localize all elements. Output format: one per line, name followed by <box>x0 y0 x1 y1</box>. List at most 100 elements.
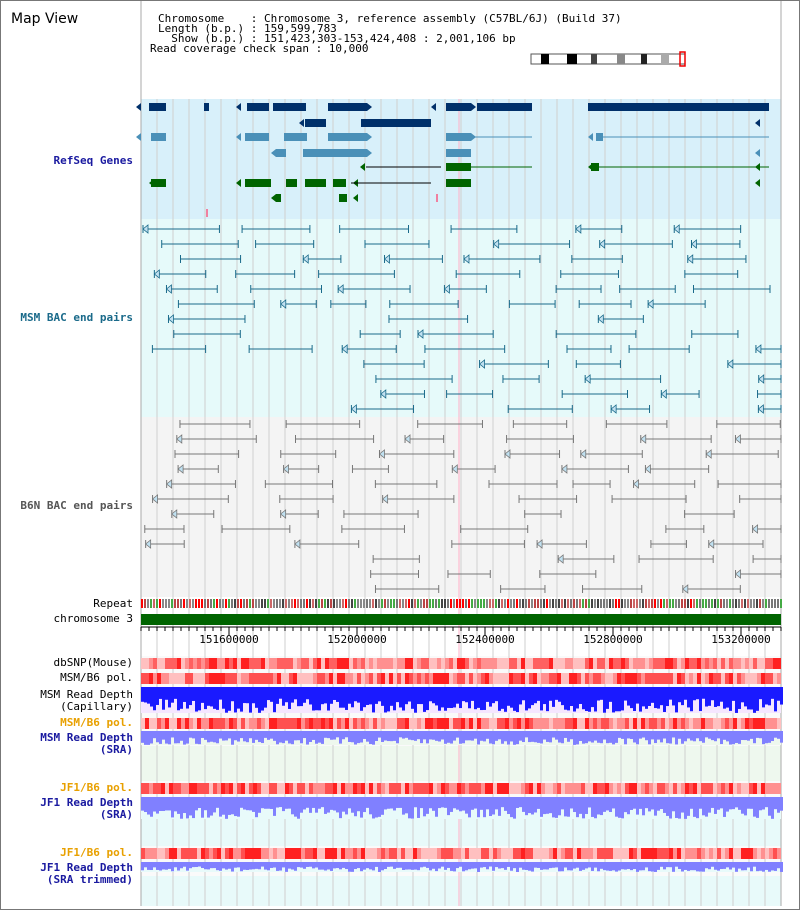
snp-density-cell <box>401 783 405 794</box>
track-label-refseq[interactable]: RefSeq Genes <box>53 154 133 167</box>
bac-end-arrow <box>705 449 712 459</box>
read-depth-bar <box>561 797 564 810</box>
read-depth-bar <box>294 687 297 700</box>
repeat-element <box>567 599 569 608</box>
snp-density-cell <box>233 783 237 794</box>
ideogram-band <box>567 54 577 64</box>
repeat-element <box>210 599 212 608</box>
read-depth-bar <box>432 797 435 811</box>
snp-density-cell <box>249 848 253 859</box>
snp-density-cell <box>729 718 733 729</box>
snp-density-cell <box>369 673 373 684</box>
snp-density-cell <box>245 673 249 684</box>
snp-density-cell <box>261 658 265 669</box>
read-depth-bar <box>696 862 699 872</box>
read-depth-bar <box>435 862 438 872</box>
snp-density-cell <box>565 718 569 729</box>
read-depth-bar <box>774 797 777 810</box>
repeat-element <box>543 599 545 608</box>
snp-density-cell <box>529 718 533 729</box>
snp-density-cell <box>189 783 193 794</box>
read-depth-bar <box>387 731 390 742</box>
read-depth-bar <box>480 862 483 868</box>
snp-density-cell <box>241 658 245 669</box>
snp-density-cell <box>437 658 441 669</box>
snp-density-cell <box>253 673 257 684</box>
snp-density-cell <box>505 848 509 859</box>
read-depth-bar <box>528 862 531 871</box>
read-depth-bar <box>627 687 630 706</box>
track-label-b6n-bac[interactable]: B6N BAC end pairs <box>20 499 133 512</box>
track-label-repeat: Repeat <box>93 597 133 610</box>
snp-density-cell <box>309 848 313 859</box>
repeat-element <box>171 599 173 608</box>
snp-density-cell <box>561 718 565 729</box>
read-depth-bar <box>756 687 759 711</box>
snp-density-cell <box>365 658 369 669</box>
read-depth-bar <box>195 862 198 868</box>
read-depth-bar <box>705 687 708 707</box>
snp-density-cell <box>321 658 325 669</box>
snp-density-cell <box>505 783 509 794</box>
snp-density-cell <box>517 673 521 684</box>
read-depth-bar <box>705 862 708 869</box>
repeat-element <box>495 599 497 608</box>
read-depth-bar <box>675 797 678 818</box>
read-depth-bar <box>438 862 441 869</box>
snp-density-cell <box>665 658 669 669</box>
snp-density-cell <box>589 673 593 684</box>
read-depth-bar <box>654 862 657 872</box>
snp-density-cell <box>301 783 305 794</box>
repeat-element <box>351 599 353 608</box>
repeat-element <box>168 599 170 608</box>
read-depth-bar <box>492 862 495 871</box>
read-depth-bar <box>717 687 720 707</box>
read-depth-bar <box>426 797 429 814</box>
repeat-element <box>276 599 278 608</box>
read-depth-bar <box>255 797 258 818</box>
snp-density-cell <box>237 658 241 669</box>
snp-density-cell <box>165 718 169 729</box>
read-depth-bar <box>603 862 606 871</box>
snp-density-cell <box>705 658 709 669</box>
snp-density-cell <box>609 718 613 729</box>
repeat-element <box>384 599 386 608</box>
read-depth-bar <box>732 862 735 868</box>
repeat-element <box>519 599 521 608</box>
snp-density-cell <box>341 673 345 684</box>
chromosome-info: Chromosome : Chromosome 3, reference ass… <box>158 12 622 25</box>
read-depth-bar <box>267 731 270 740</box>
repeat-element <box>246 599 248 608</box>
snp-density-cell <box>745 718 749 729</box>
read-depth-bar <box>144 797 147 813</box>
read-depth-bar <box>186 797 189 819</box>
repeat-element <box>561 599 563 608</box>
read-depth-bar <box>336 797 339 813</box>
read-depth-bar <box>339 862 342 870</box>
snp-density-cell <box>205 658 209 669</box>
read-depth-bar <box>348 687 351 704</box>
snp-density-cell <box>697 658 701 669</box>
repeat-element <box>612 599 614 608</box>
strand-arrow <box>471 103 476 111</box>
snp-density-cell <box>145 673 149 684</box>
snp-density-cell <box>497 848 501 859</box>
snp-density-cell <box>677 848 681 859</box>
track-label-msm-bac[interactable]: MSM BAC end pairs <box>20 311 133 324</box>
read-depth-bar <box>354 687 357 702</box>
read-depth-bar <box>195 731 198 744</box>
read-depth-bar <box>429 862 432 871</box>
snp-density-cell <box>209 673 213 684</box>
gene-exon <box>328 133 367 141</box>
read-depth-bar <box>363 687 366 708</box>
read-depth-bar <box>543 731 546 740</box>
read-depth-bar <box>651 731 654 740</box>
read-depth-bar <box>558 797 561 816</box>
read-depth-bar <box>513 731 516 745</box>
read-depth-bar <box>258 687 261 713</box>
bac-end-arrow <box>580 449 587 459</box>
snp-density-cell <box>349 848 353 859</box>
snp-density-cell <box>661 658 665 669</box>
snp-density-cell <box>333 783 337 794</box>
